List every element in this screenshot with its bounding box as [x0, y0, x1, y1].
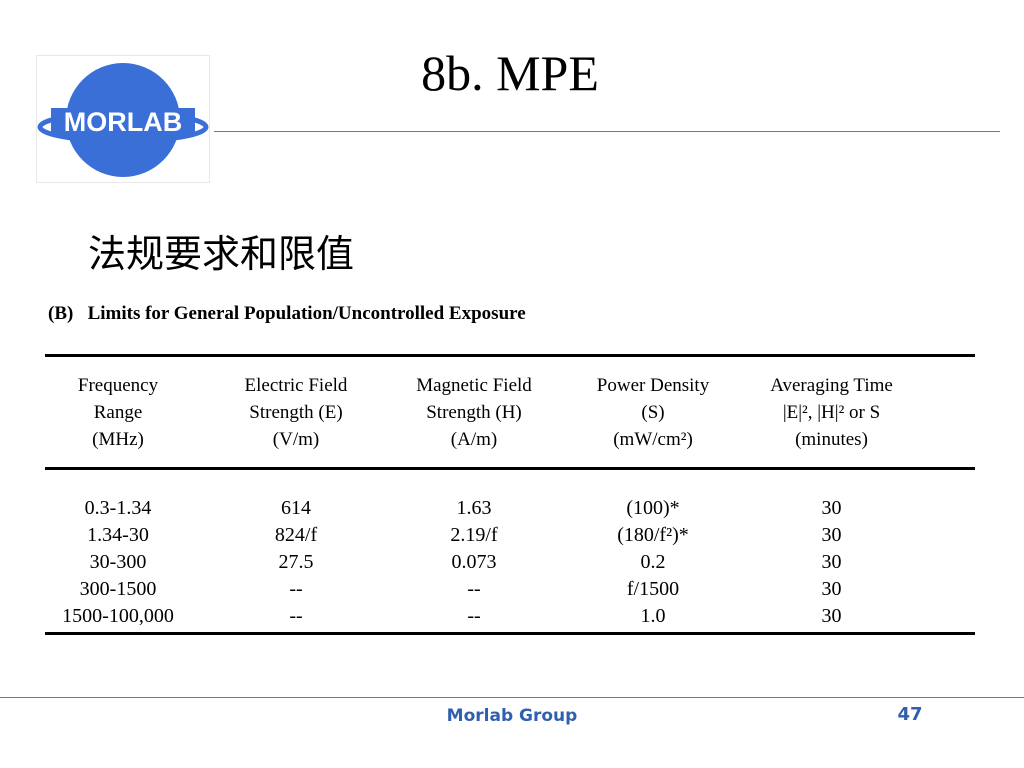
cell-power-density: f/1500: [626, 578, 680, 600]
cell-electric-field: 824/f: [274, 524, 318, 546]
cell-frequency: 0.3-1.34: [84, 497, 152, 519]
table-body: 0.3-1.34 614 1.63 (100)* 30 1.34-30 824/…: [45, 470, 975, 632]
cell-averaging-time: 30: [821, 551, 842, 573]
table-row: 30-300 27.5 0.073 0.2 30: [45, 549, 975, 576]
cell-averaging-time: 30: [821, 578, 842, 600]
header-frequency-range: Frequency Range (MHz): [77, 374, 159, 450]
table-row: 0.3-1.34 614 1.63 (100)* 30: [45, 495, 975, 522]
cell-frequency: 300-1500: [79, 578, 157, 600]
footer-company: Morlab Group: [446, 706, 578, 726]
title-divider: [214, 131, 1000, 132]
cell-electric-field: --: [289, 605, 303, 627]
cell-magnetic-field: 1.63: [456, 497, 492, 519]
slide-title: 8b. MPE: [421, 45, 599, 101]
cell-magnetic-field: 0.073: [451, 551, 497, 573]
cell-magnetic-field: 2.19/f: [450, 524, 498, 546]
slide-subtitle: 法规要求和限值: [88, 232, 355, 276]
cell-frequency: 1500-100,000: [62, 605, 174, 627]
cell-frequency: 30-300: [89, 551, 147, 573]
mpe-limits-table: Frequency Range (MHz) Electric Field Streng…: [45, 354, 975, 635]
logo-text: MORLAB: [64, 107, 182, 137]
table-bottom-rule: [45, 632, 975, 635]
cell-frequency: 1.34-30: [87, 524, 149, 546]
cell-electric-field: 27.5: [278, 551, 314, 573]
table-row: 300-1500 -- -- f/1500 30: [45, 576, 975, 603]
cell-power-density: (100)*: [626, 497, 680, 519]
table-header-row: Frequency Range (MHz) Electric Field Streng…: [45, 357, 975, 467]
cell-averaging-time: 30: [821, 524, 842, 546]
cell-power-density: 1.0: [640, 605, 666, 627]
table-row: 1.34-30 824/f 2.19/f (180/f²)* 30: [45, 522, 975, 549]
header-power-density: Power Density (S) (mW/cm²): [596, 374, 710, 450]
table-row: 1500-100,000 -- -- 1.0 30: [45, 603, 975, 630]
morlab-logo: MORLAB: [36, 55, 210, 183]
cell-power-density: (180/f²)*: [617, 524, 689, 546]
cell-electric-field: --: [289, 578, 303, 600]
cell-electric-field: 614: [281, 497, 311, 519]
table-caption: (B) Limits for General Population/Uncont…: [48, 303, 526, 324]
cell-magnetic-field: --: [467, 578, 481, 600]
cell-averaging-time: 30: [821, 605, 842, 627]
cell-averaging-time: 30: [821, 497, 842, 519]
footer-divider: [0, 697, 1024, 698]
cell-magnetic-field: --: [467, 605, 481, 627]
header-magnetic-field: Magnetic Field Strength (H) (A/m): [416, 374, 532, 450]
table-top-rule: [45, 354, 975, 357]
table-header-rule: [45, 467, 975, 470]
page-number: 47: [897, 704, 923, 725]
header-electric-field: Electric Field Strength (E) (V/m): [244, 374, 348, 450]
cell-power-density: 0.2: [640, 551, 666, 573]
header-averaging-time: Averaging Time |E|², |H|² or S (minutes): [770, 374, 893, 450]
